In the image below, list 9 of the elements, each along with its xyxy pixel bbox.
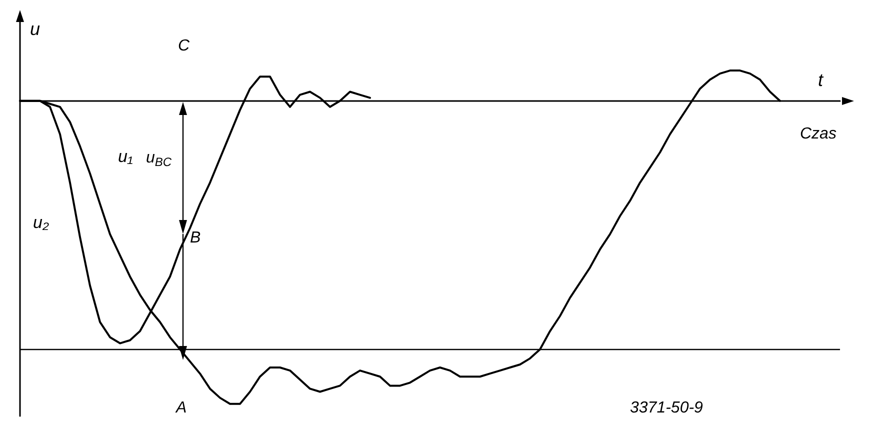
x-axis-title: t: [818, 70, 824, 90]
annotation: 3371-50-9: [630, 400, 704, 416]
annotation: A: [175, 400, 187, 416]
series-label: u₁: [118, 147, 133, 166]
series-label: u₂: [33, 213, 50, 232]
annotation: Czas: [800, 126, 836, 142]
text: C: [178, 38, 190, 54]
y-axis-title: u: [30, 19, 40, 39]
annotation: B: [190, 230, 201, 246]
